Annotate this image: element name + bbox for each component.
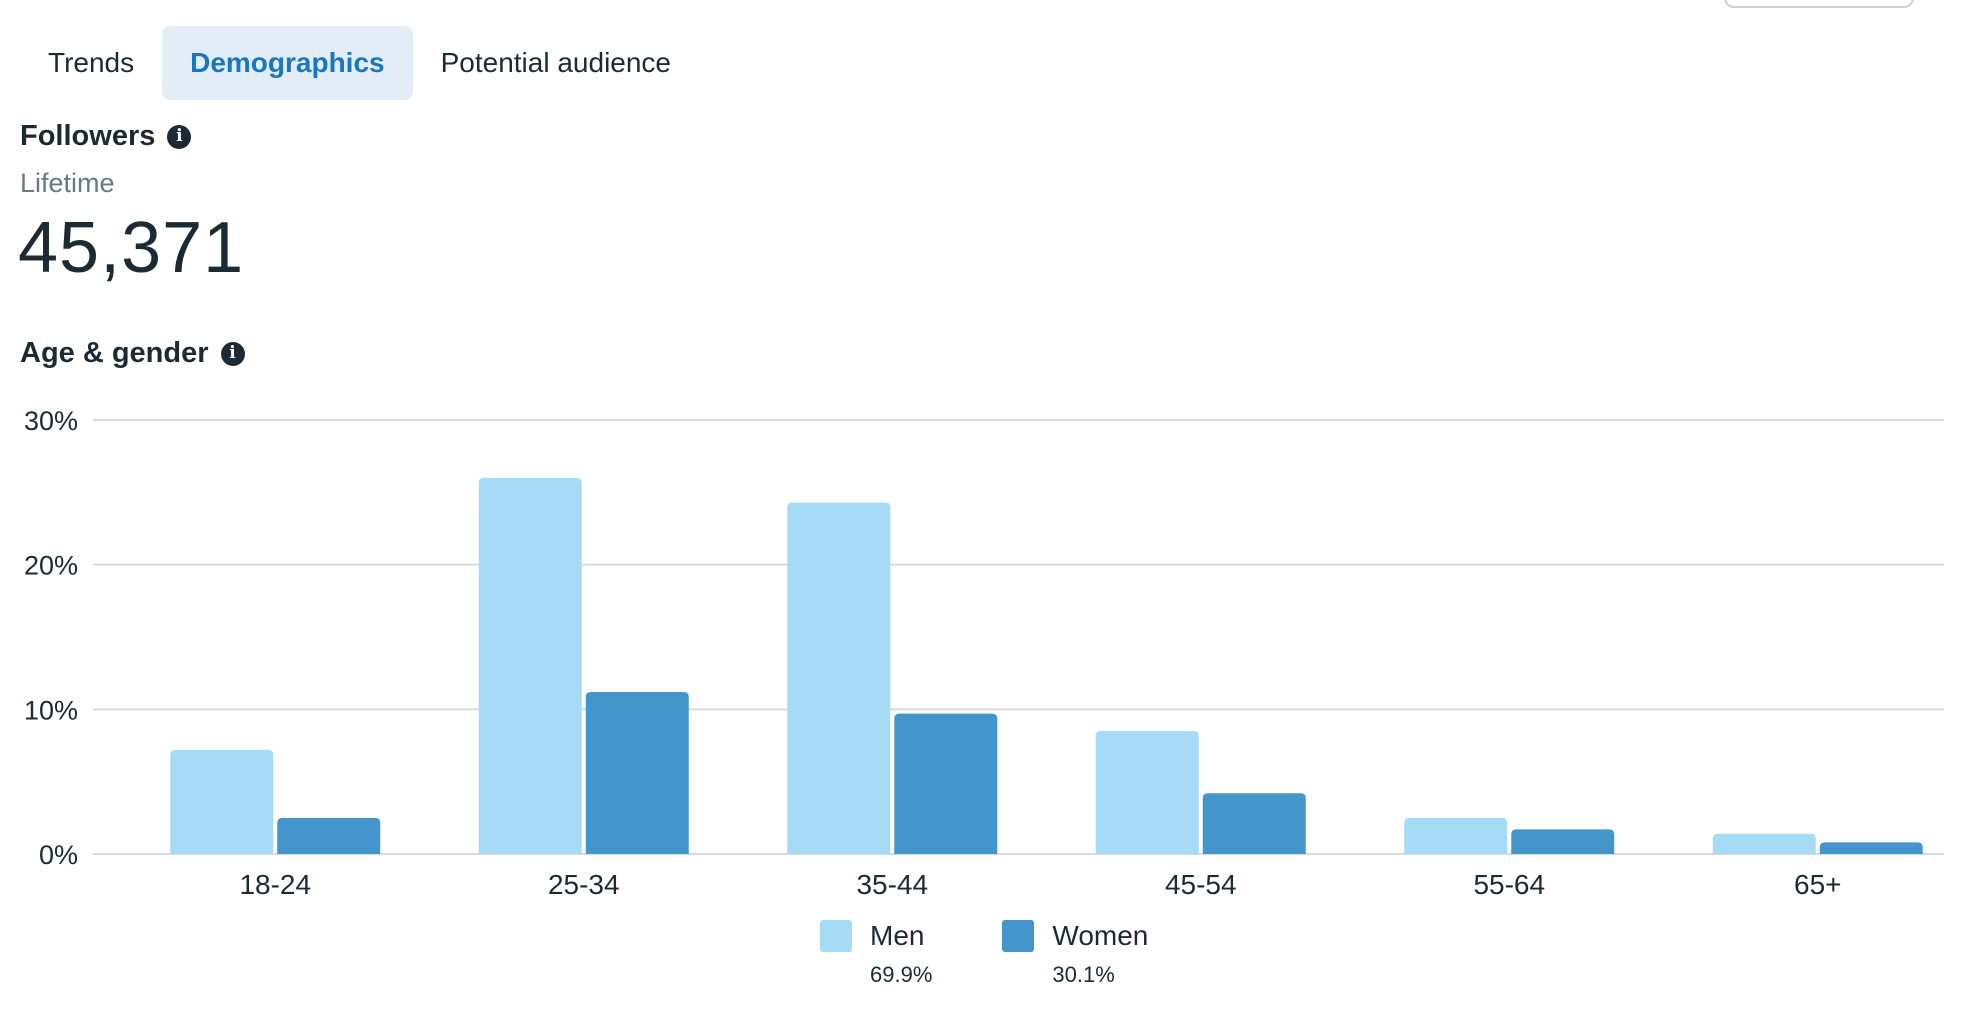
tab-trends[interactable]: Trends	[48, 47, 135, 78]
x-tick-label: 45-54	[1165, 869, 1237, 900]
x-tick-label: 65+	[1794, 869, 1842, 900]
y-tick-label: 30%	[24, 406, 78, 436]
info-icon[interactable]: i	[220, 341, 245, 366]
bar-men-35-44[interactable]	[787, 502, 891, 854]
followers-header: Followers i	[20, 120, 192, 153]
x-axis-ticks: 18-24 25-34 35-44 45-54 55-64 65+	[239, 869, 1841, 900]
top-right-control-outline[interactable]	[1724, 0, 1914, 8]
y-tick-label: 0%	[39, 840, 78, 870]
tab-demographics[interactable]: Demographics	[162, 26, 413, 100]
followers-period: Lifetime	[20, 168, 115, 198]
legend-label-women: Women	[1052, 920, 1149, 951]
x-tick-label: 18-24	[239, 869, 311, 900]
followers-count: 45,371	[18, 208, 245, 288]
legend-swatch-men	[820, 920, 852, 952]
legend-item-men[interactable]: Men 69.9%	[820, 920, 932, 988]
x-tick-label: 35-44	[856, 869, 928, 900]
bar-men-65+[interactable]	[1712, 833, 1816, 854]
bar-women-65+[interactable]	[1819, 842, 1923, 854]
bar-men-25-34[interactable]	[478, 477, 582, 854]
bar-men-55-64[interactable]	[1404, 817, 1508, 854]
bar-women-35-44[interactable]	[894, 713, 998, 854]
tab-bar: Trends Demographics Potential audience	[20, 26, 699, 100]
legend-percent-men: 69.9%	[870, 962, 933, 987]
y-tick-label: 20%	[24, 551, 78, 581]
bar-women-55-64[interactable]	[1511, 829, 1615, 854]
bar-men-18-24[interactable]	[170, 749, 274, 854]
y-axis-ticks: 0% 10% 20% 30%	[24, 406, 78, 870]
tab-potential-audience[interactable]: Potential audience	[440, 47, 672, 78]
bar-men-45-54[interactable]	[1095, 731, 1199, 854]
chart-bars	[170, 477, 1923, 854]
legend-swatch-women	[1002, 920, 1035, 952]
age-gender-bar-chart: 0% 10% 20% 30% 18-24 25-34 35-44 45-54 55-64 65+	[24, 406, 1944, 900]
bar-women-45-54[interactable]	[1202, 793, 1306, 854]
bar-women-18-24[interactable]	[277, 817, 381, 854]
followers-title: Followers	[20, 120, 156, 152]
chart-gridlines	[93, 419, 1944, 855]
legend-item-women[interactable]: Women 30.1%	[1002, 920, 1148, 988]
x-tick-label: 55-64	[1473, 869, 1545, 900]
y-tick-label: 10%	[24, 695, 78, 725]
bar-women-25-34[interactable]	[585, 691, 689, 854]
age-gender-header: Age & gender i	[20, 337, 245, 370]
legend-label-men: Men	[870, 920, 925, 951]
info-icon[interactable]: i	[167, 124, 192, 149]
age-gender-title: Age & gender	[20, 337, 209, 369]
legend-percent-women: 30.1%	[1052, 962, 1115, 987]
chart-legend: Men 69.9% Women 30.1%	[820, 920, 1148, 988]
x-tick-label: 25-34	[548, 869, 620, 900]
